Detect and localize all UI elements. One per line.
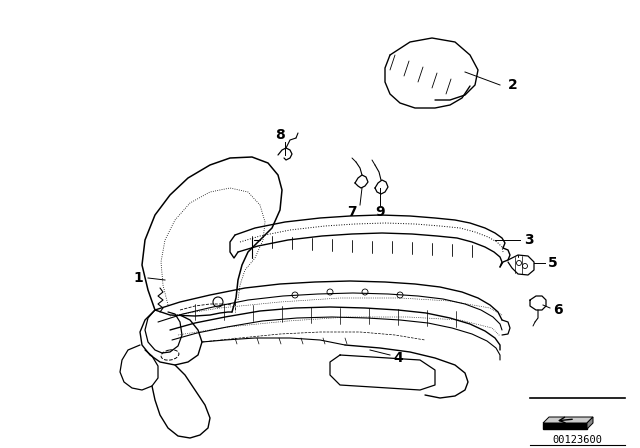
Text: 1: 1 bbox=[133, 271, 143, 285]
Text: 00123600: 00123600 bbox=[552, 435, 602, 445]
Polygon shape bbox=[543, 423, 587, 429]
Text: 6: 6 bbox=[553, 303, 563, 317]
Text: 4: 4 bbox=[393, 351, 403, 365]
Text: 3: 3 bbox=[524, 233, 534, 247]
Polygon shape bbox=[543, 417, 593, 423]
Text: 9: 9 bbox=[375, 205, 385, 219]
Text: 5: 5 bbox=[548, 256, 557, 270]
Polygon shape bbox=[587, 417, 593, 429]
Text: 2: 2 bbox=[508, 78, 518, 92]
Text: 7: 7 bbox=[347, 205, 357, 219]
Text: 8: 8 bbox=[275, 128, 285, 142]
